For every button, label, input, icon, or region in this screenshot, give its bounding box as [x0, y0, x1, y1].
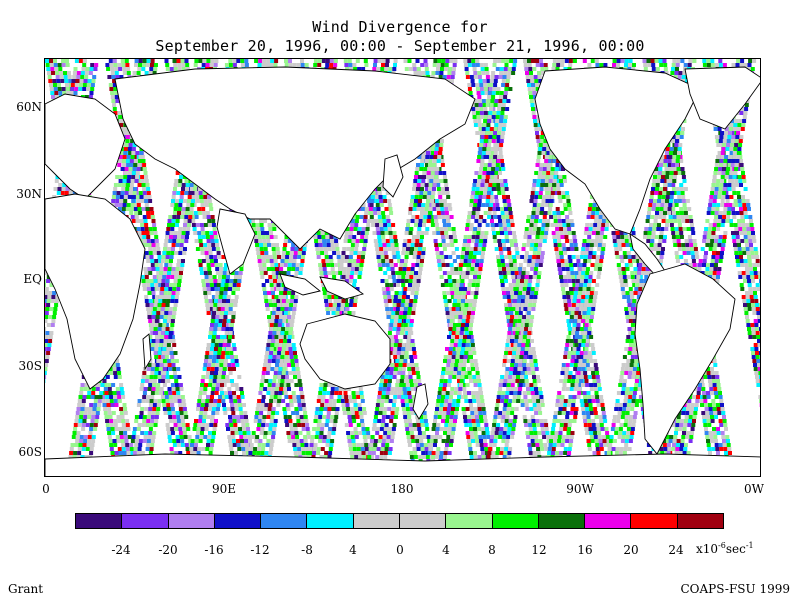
asia-shape	[114, 66, 476, 250]
lat-label-60n: 60N	[16, 100, 42, 114]
colorbar-tick: -20	[158, 543, 178, 557]
antarctica-shape	[45, 453, 760, 476]
australia-shape	[299, 313, 391, 390]
colorbar-swatch-12	[631, 514, 678, 528]
colorbar-swatch-5	[307, 514, 354, 528]
colorbar-tick: 4	[349, 543, 357, 557]
colorbar-tick: -8	[301, 543, 313, 557]
africa-shape	[45, 193, 146, 390]
lat-label-60s: 60S	[18, 445, 43, 459]
author-credit: Grant	[8, 582, 44, 596]
map-panel	[44, 58, 761, 477]
colorbar-tick: 16	[577, 543, 593, 557]
colorbar-tick: 4	[442, 543, 450, 557]
colorbar-tick: 12	[531, 543, 547, 557]
colorbar-swatch-1	[122, 514, 169, 528]
colorbar-swatch-11	[585, 514, 632, 528]
lon-label-90e: 90E	[211, 482, 237, 496]
colorbar	[75, 513, 724, 529]
colorbar-tick: 8	[488, 543, 496, 557]
lat-label-eq: EQ	[23, 272, 42, 286]
colorbar-tick: -24	[111, 543, 131, 557]
colorbar-swatch-8	[446, 514, 493, 528]
madagascar-shape	[142, 333, 152, 371]
colorbar-swatch-6	[353, 514, 400, 528]
colorbar-units: x10-6sec-1	[696, 541, 754, 556]
colorbar-swatch-4	[261, 514, 308, 528]
lon-label-0: 0	[42, 482, 50, 496]
map-title-line-1: Wind Divergence for	[312, 18, 488, 36]
lon-label-180: 180	[390, 482, 414, 496]
colorbar-swatch-0	[76, 514, 123, 528]
south-america-shape	[634, 263, 736, 455]
map-title-line-2: September 20, 1996, 00:00 - September 21…	[155, 37, 645, 55]
lon-label-0w: 0W	[744, 482, 764, 496]
colorbar-tick: 24	[668, 543, 684, 557]
colorbar-swatch-2	[168, 514, 215, 528]
colorbar-swatch-10	[538, 514, 586, 528]
indonesia-shape-2	[319, 276, 365, 300]
japan-shape	[382, 154, 404, 198]
colorbar-swatch-13	[677, 514, 723, 528]
greenland-shape	[684, 66, 760, 130]
lon-label-90w: 90W	[566, 482, 594, 496]
colorbar-swatch-7	[399, 514, 447, 528]
colorbar-tick: 0	[396, 543, 404, 557]
colorbar-tick: 20	[623, 543, 639, 557]
new-zealand-shape	[412, 383, 429, 420]
lat-label-30n: 30N	[16, 187, 42, 201]
lat-label-30s: 30S	[18, 359, 43, 373]
institution-credit: COAPS-FSU 1999	[680, 582, 791, 596]
map-svg	[45, 59, 760, 476]
land-layer	[45, 66, 760, 476]
colorbar-swatch-3	[214, 514, 262, 528]
india-shape	[216, 208, 256, 275]
europe-shape	[45, 93, 126, 200]
colorbar-tick: -16	[204, 543, 224, 557]
colorbar-swatch-9	[492, 514, 539, 528]
colorbar-tick: -12	[250, 543, 270, 557]
indonesia-shape-1	[279, 273, 322, 296]
